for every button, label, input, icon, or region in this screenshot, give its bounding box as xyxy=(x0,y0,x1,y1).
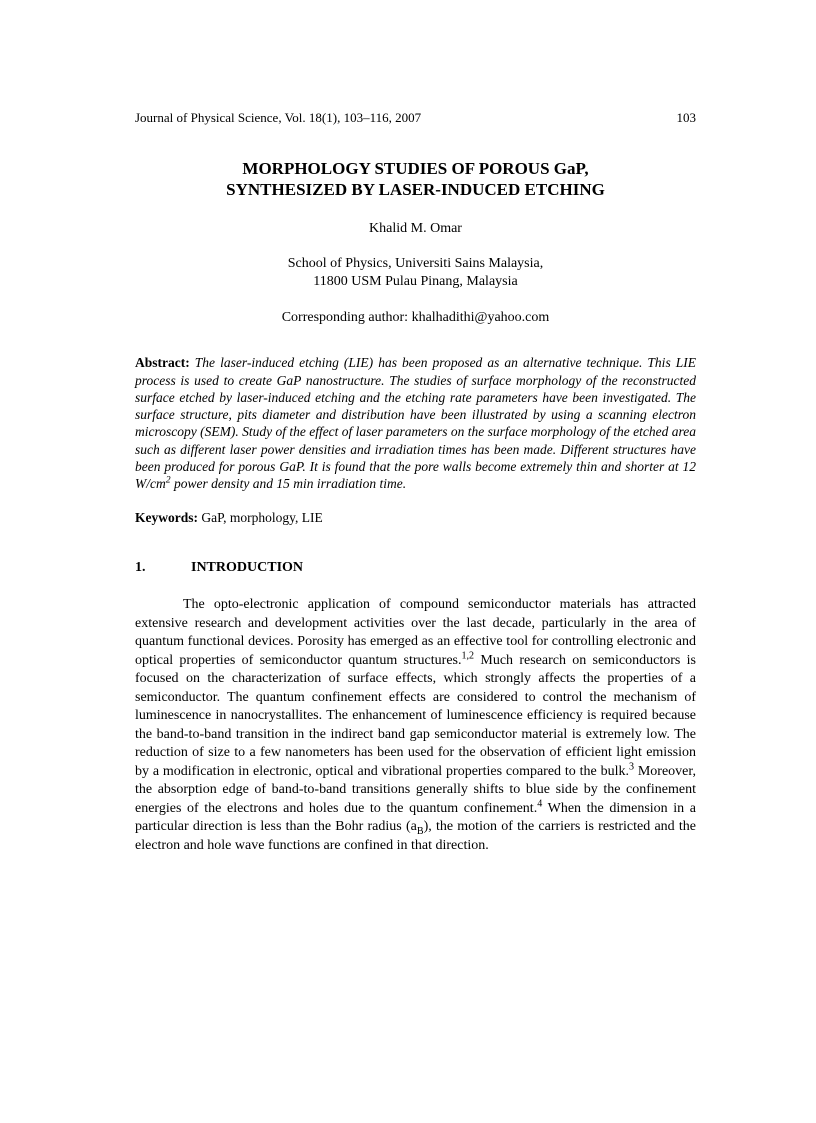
affiliation: School of Physics, Universiti Sains Mala… xyxy=(135,255,696,293)
keywords-label: Keywords: xyxy=(135,510,198,525)
journal-citation: Journal of Physical Science, Vol. 18(1),… xyxy=(135,110,421,126)
section-number: 1. xyxy=(135,560,191,576)
page-number: 103 xyxy=(677,110,697,126)
title-line-1: MORPHOLOGY STUDIES OF POROUS GaP, xyxy=(135,158,696,179)
affiliation-line-1: School of Physics, Universiti Sains Mala… xyxy=(135,255,696,274)
section-heading: 1.INTRODUCTION xyxy=(135,560,696,576)
author-name: Khalid M. Omar xyxy=(135,221,696,237)
abstract-label: Abstract: xyxy=(135,355,190,370)
intro-paragraph: The opto-electronic application of compo… xyxy=(135,596,696,855)
abstract: Abstract: The laser-induced etching (LIE… xyxy=(135,354,696,492)
keywords-text: GaP, morphology, LIE xyxy=(198,510,323,525)
abstract-body: The laser-induced etching (LIE) has been… xyxy=(135,355,696,491)
title-line-2: SYNTHESIZED BY LASER-INDUCED ETCHING xyxy=(135,179,696,200)
affiliation-line-2: 11800 USM Pulau Pinang, Malaysia xyxy=(135,273,696,292)
section-title: INTRODUCTION xyxy=(191,560,303,575)
running-header: Journal of Physical Science, Vol. 18(1),… xyxy=(135,110,696,126)
paper-title: MORPHOLOGY STUDIES OF POROUS GaP, SYNTHE… xyxy=(135,158,696,201)
keywords: Keywords: GaP, morphology, LIE xyxy=(135,510,696,526)
corresponding-author: Corresponding author: khalhadithi@yahoo.… xyxy=(135,310,696,326)
